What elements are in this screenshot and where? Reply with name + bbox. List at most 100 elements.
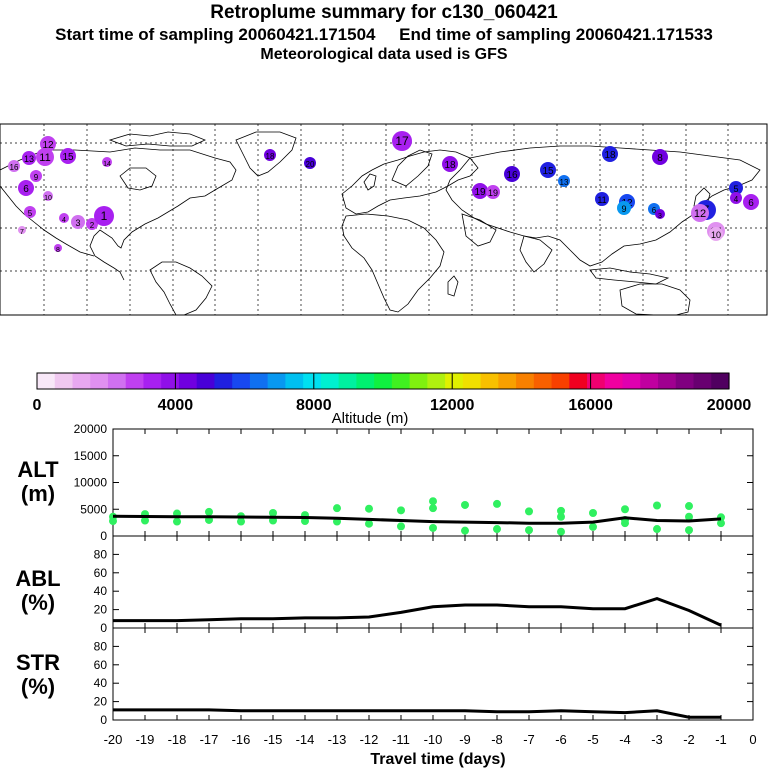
colorbar-cell — [356, 373, 375, 389]
plume-marker — [558, 175, 570, 187]
x-tick-label: -8 — [491, 732, 503, 747]
plume-marker — [392, 131, 412, 151]
coastlines — [0, 131, 761, 316]
scandinavia — [391, 149, 433, 187]
altitude-point — [365, 519, 373, 528]
colorbar-tick-label: 4000 — [158, 397, 194, 414]
plume-marker-label: 12 — [694, 208, 706, 220]
x-tick-label: -20 — [104, 732, 123, 747]
altitude-point — [557, 506, 565, 515]
europe-coast — [341, 149, 479, 215]
colorbar-cell — [711, 373, 730, 389]
y-tick-label: 0 — [100, 621, 107, 635]
plume-marker — [94, 206, 114, 226]
altitude-point — [397, 506, 405, 515]
plume-marker-label: 20 — [306, 160, 315, 169]
plume-marker-label: 9 — [34, 173, 39, 182]
altitude-point — [525, 507, 533, 516]
plume-marker-label: 6 — [23, 184, 29, 195]
y-tick-label: 20 — [94, 603, 108, 617]
altitude-point — [269, 508, 277, 517]
plume-marker — [86, 218, 98, 230]
colorbar-cell — [480, 373, 499, 389]
altitude-point — [205, 507, 213, 516]
plume-marker — [540, 162, 556, 178]
colorbar-cell — [391, 373, 411, 389]
plume-marker-label: 7 — [20, 229, 24, 236]
plume-marker — [652, 149, 668, 165]
plume-marker — [36, 148, 54, 166]
plume-marker-label: 15 — [542, 166, 554, 177]
alt-title: ALT — [17, 457, 59, 482]
plume-marker — [54, 244, 62, 252]
africa-coast — [341, 213, 445, 313]
altitude-point — [493, 525, 501, 534]
plume-marker — [709, 227, 723, 241]
british-isles — [363, 173, 377, 191]
map-frame — [0, 123, 768, 316]
altitude-point — [461, 526, 469, 535]
y-tick-label: 0 — [100, 713, 107, 727]
str-unit: (%) — [21, 674, 55, 699]
plume-marker — [691, 204, 709, 222]
met-data-label: Meteorological data used is GFS — [260, 46, 508, 63]
colorbar-cell — [249, 373, 269, 389]
y-tick-label: 15000 — [74, 449, 108, 463]
altitude-point — [653, 525, 661, 534]
plume-marker-label: 8 — [56, 247, 60, 254]
y-tick-label: 60 — [94, 566, 108, 580]
altitude-point — [717, 519, 725, 528]
y-tick-label: 40 — [94, 584, 108, 598]
colorbar-cell — [551, 373, 570, 389]
plume-marker — [43, 191, 53, 201]
x-tick-label: -3 — [651, 732, 663, 747]
colorbar-tick-label: 16000 — [568, 397, 613, 414]
plume-marker-label: 13 — [560, 178, 569, 187]
x-tick-label: -19 — [136, 732, 155, 747]
plume-marker — [472, 183, 488, 199]
plume-marker — [595, 192, 609, 206]
altitude-point — [493, 499, 501, 508]
plume-marker — [18, 226, 26, 234]
y-tick-label: 20 — [94, 695, 108, 709]
plume-marker — [504, 166, 520, 182]
altitude-point — [557, 527, 565, 536]
colorbar-tick-label: 20000 — [707, 397, 752, 414]
y-tick-label: 10000 — [74, 476, 108, 490]
plume-marker-label: 15 — [62, 152, 74, 163]
x-tick-label: -4 — [619, 732, 631, 747]
colorbar-tick-label: 0 — [33, 397, 42, 414]
plume-marker-label: 1 — [101, 209, 108, 223]
plot-title: Retroplume summary for c130_060421 — [210, 2, 558, 23]
x-tick-label: -11 — [392, 732, 410, 747]
colorbar-tick-label: 12000 — [430, 397, 475, 414]
north-america-west-coast — [0, 185, 95, 257]
plume-marker-label: 5 — [733, 184, 738, 194]
plume-marker-label: 10 — [711, 230, 721, 240]
end-time: End time of sampling 20060421.171533 — [399, 25, 713, 44]
colorbar-cell — [516, 373, 535, 389]
x-tick-label: -9 — [459, 732, 471, 747]
colorbar-cell — [232, 373, 251, 389]
indonesia — [589, 267, 670, 285]
colorbar-cell — [143, 373, 162, 389]
series-line-str — [113, 708, 721, 719]
panel-abl: 0 20 40 60 80 — [94, 535, 754, 635]
plume-marker-label: 18 — [444, 160, 456, 171]
plume-marker — [729, 181, 743, 195]
altitude-point — [109, 517, 117, 526]
colorbar-cell — [303, 373, 322, 389]
colorbar-cell — [72, 373, 91, 389]
plume-marker — [60, 148, 76, 164]
colorbar-cell — [409, 373, 428, 389]
colorbar-cell — [374, 373, 393, 389]
y-tick-label: 0 — [100, 529, 107, 543]
altitude-point — [237, 517, 245, 526]
colorbar-cell — [587, 373, 606, 389]
colorbar-cell — [604, 373, 624, 389]
x-tick-label: -10 — [424, 732, 443, 747]
colorbar-cell — [125, 373, 145, 389]
madagascar — [447, 275, 459, 297]
x-axis-label: Travel time (days) — [370, 751, 505, 768]
colorbar-cell — [178, 373, 198, 389]
